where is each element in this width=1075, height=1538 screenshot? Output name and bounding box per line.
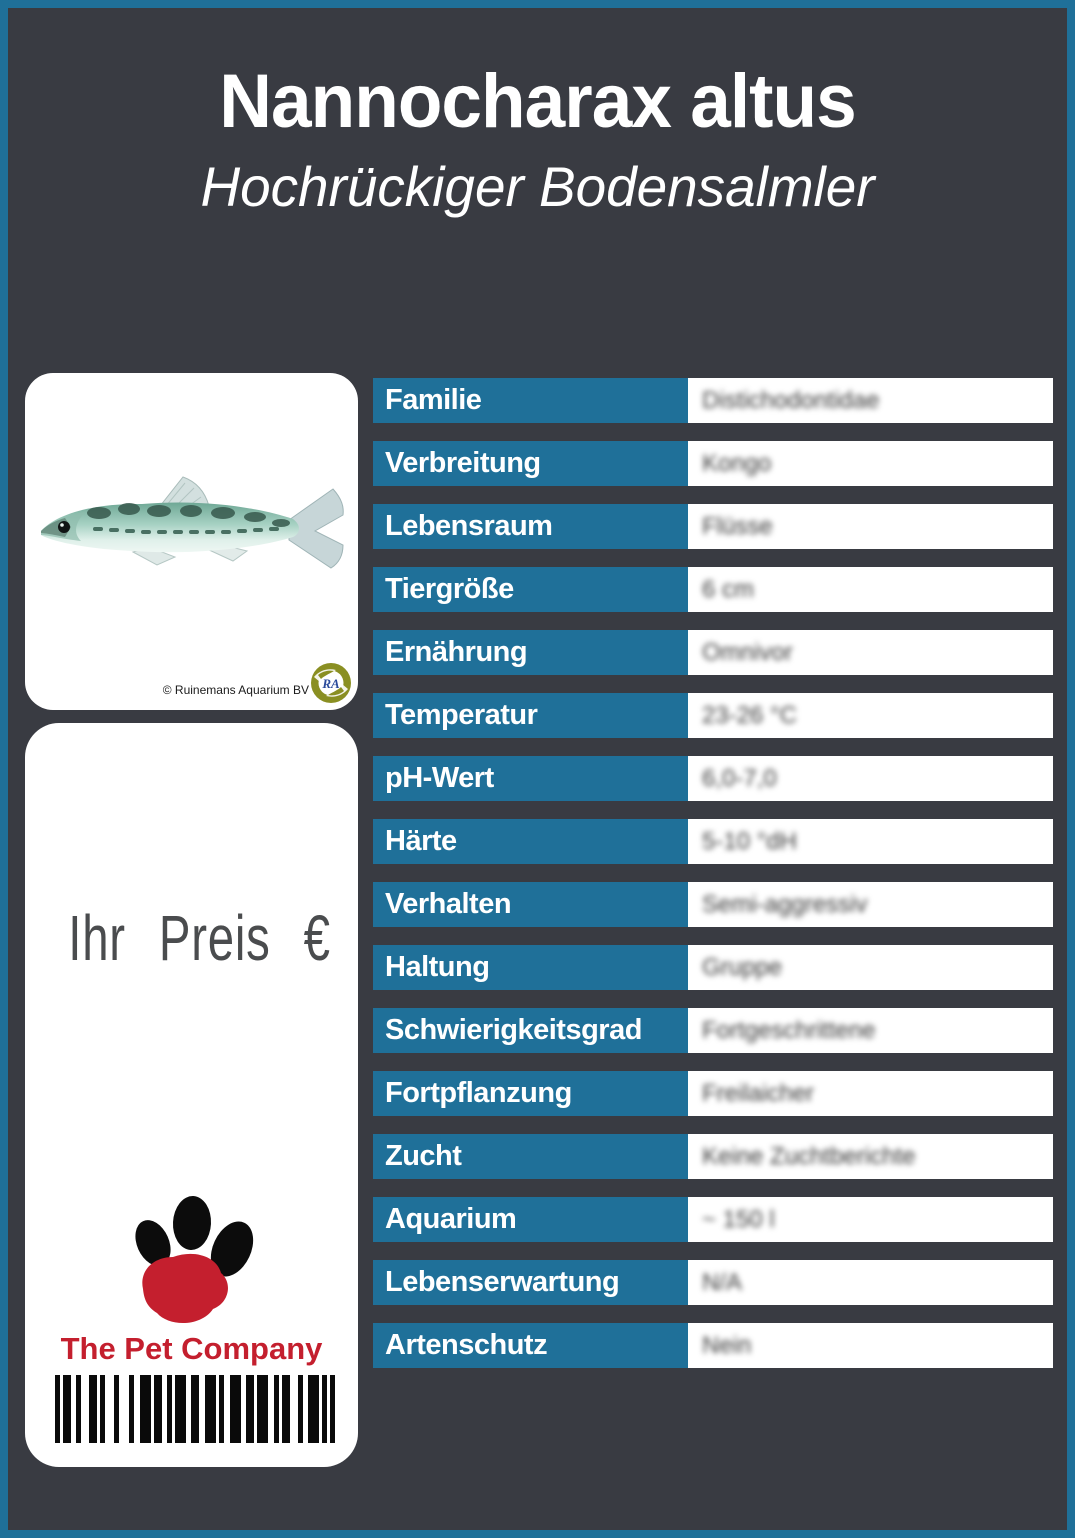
spec-table: Familie Distichodontidae Verbreitung Kon…: [373, 378, 1053, 1386]
spec-label: Ernährung: [373, 630, 688, 675]
spec-value: Semi-aggressiv: [688, 882, 1053, 927]
species-scientific-name: Nannocharax altus: [219, 59, 856, 144]
spec-label: Lebenserwartung: [373, 1260, 688, 1305]
spec-value: Kongo: [688, 441, 1053, 486]
spec-row-familie: Familie Distichodontidae: [373, 378, 1053, 423]
photo-credit: © Ruinemans Aquarium BV RA: [163, 662, 352, 704]
spec-value: Gruppe: [688, 945, 1053, 990]
spec-row-aquarium: Aquarium ~ 150 l: [373, 1197, 1053, 1242]
spec-row-lebensraum: Lebensraum Flüsse: [373, 504, 1053, 549]
spec-row-schwierigkeitsgrad: Schwierigkeitsgrad Fortgeschrittene: [373, 1008, 1053, 1053]
spec-value: Freilaicher: [688, 1071, 1053, 1116]
spec-label: Fortpflanzung: [373, 1071, 688, 1116]
spec-value: 6,0-7,0: [688, 756, 1053, 801]
spec-label: Haltung: [373, 945, 688, 990]
spec-label: Härte: [373, 819, 688, 864]
brand-logo: [25, 1191, 358, 1338]
fish-photo-card: © Ruinemans Aquarium BV RA: [25, 373, 358, 710]
fish-image: [41, 476, 344, 569]
spec-value: Omnivor: [688, 630, 1053, 675]
spec-label: Temperatur: [373, 693, 688, 738]
spec-row-verhalten: Verhalten Semi-aggressiv: [373, 882, 1053, 927]
spec-label: Schwierigkeitsgrad: [373, 1008, 688, 1053]
spec-row-lebenserwartung: Lebenserwartung N/A: [373, 1260, 1053, 1305]
spec-value: Fortgeschrittene: [688, 1008, 1053, 1053]
spec-row-haerte: Härte 5-10 °dH: [373, 819, 1053, 864]
spec-value: Nein: [688, 1323, 1053, 1368]
spec-label: Aquarium: [373, 1197, 688, 1242]
ra-logo-text: RA: [321, 676, 340, 691]
spec-value: Distichodontidae: [688, 378, 1053, 423]
spec-label: Verhalten: [373, 882, 688, 927]
spec-value: N/A: [688, 1260, 1053, 1305]
spec-row-haltung: Haltung Gruppe: [373, 945, 1053, 990]
species-common-name: Hochrückiger Bodensalmler: [200, 154, 875, 218]
spec-label: Familie: [373, 378, 688, 423]
barcode: [55, 1375, 335, 1443]
price-card: Ihr Preis € The Pet Company: [25, 723, 358, 1467]
photo-credit-text: © Ruinemans Aquarium BV: [162, 683, 309, 697]
spec-label: Tiergröße: [373, 567, 688, 612]
spec-value: 23-26 °C: [688, 693, 1053, 738]
header: Nannocharax altus Hochrückiger Bodensalm…: [8, 60, 1067, 217]
spec-label: Zucht: [373, 1134, 688, 1179]
spec-label: Verbreitung: [373, 441, 688, 486]
price-label: Ihr Preis €: [68, 902, 331, 974]
spec-label: Artenschutz: [373, 1323, 688, 1368]
spec-row-artenschutz: Artenschutz Nein: [373, 1323, 1053, 1368]
spec-value: ~ 150 l: [688, 1197, 1053, 1242]
ruinemans-aquarium-logo-icon: RA: [311, 663, 351, 703]
spec-value: 5-10 °dH: [688, 819, 1053, 864]
spec-label: pH-Wert: [373, 756, 688, 801]
spec-row-fortpflanzung: Fortpflanzung Freilaicher: [373, 1071, 1053, 1116]
spec-value: Keine Zuchtberichte: [688, 1134, 1053, 1179]
brand-name: The Pet Company: [60, 1331, 323, 1366]
spec-row-temperatur: Temperatur 23-26 °C: [373, 693, 1053, 738]
paw-icon: [134, 1196, 253, 1324]
spec-row-zucht: Zucht Keine Zuchtberichte: [373, 1134, 1053, 1179]
spec-label: Lebensraum: [373, 504, 688, 549]
spec-row-ernaehrung: Ernährung Omnivor: [373, 630, 1053, 675]
spec-value: 6 cm: [688, 567, 1053, 612]
spec-row-verbreitung: Verbreitung Kongo: [373, 441, 1053, 486]
spec-row-tiergroesse: Tiergröße 6 cm: [373, 567, 1053, 612]
spec-value: Flüsse: [688, 504, 1053, 549]
spec-row-ph-wert: pH-Wert 6,0-7,0: [373, 756, 1053, 801]
